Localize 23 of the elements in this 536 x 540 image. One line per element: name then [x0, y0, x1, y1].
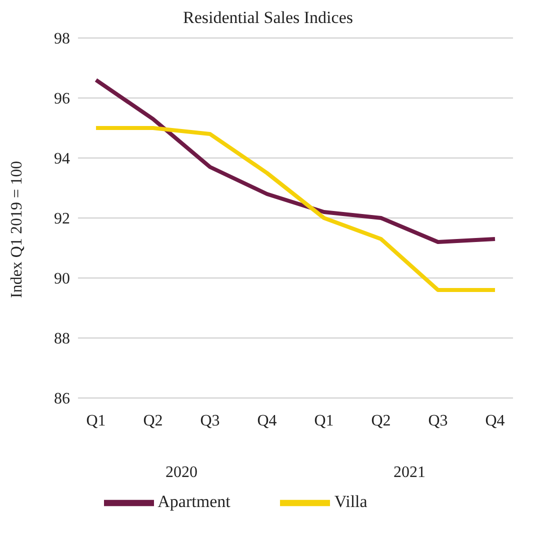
- legend-label: Villa: [334, 492, 368, 511]
- x-tick-label: Q2: [143, 412, 163, 430]
- y-tick-label: 88: [54, 330, 70, 348]
- y-tick-label: 86: [54, 390, 70, 408]
- x-tick-label: Q2: [371, 412, 391, 430]
- x-tick-label: Q4: [485, 412, 505, 430]
- text: 2021: [392, 464, 426, 482]
- line-series: [94, 78, 497, 244]
- x-tick-label: Q3: [200, 412, 220, 430]
- text: 2020: [164, 464, 198, 482]
- x-tick-label: Q1: [314, 412, 334, 430]
- y-tick-label: 92: [54, 210, 70, 228]
- line-series: [94, 126, 497, 292]
- y-tick-label: 98: [54, 30, 70, 48]
- y-tick-label: 96: [54, 90, 70, 108]
- y-tick-label: 90: [54, 270, 70, 288]
- x-tick-label: Q4: [257, 412, 277, 430]
- x-tick-label: Q1: [86, 412, 106, 430]
- legend-label: Apartment: [158, 492, 230, 511]
- x-tick-label: Q3: [428, 412, 448, 430]
- y-axis-title: Index Q1 2019 = 100: [8, 160, 26, 298]
- y-tick-label: 94: [54, 150, 70, 168]
- chart-title: Residential Sales Indices: [182, 8, 354, 28]
